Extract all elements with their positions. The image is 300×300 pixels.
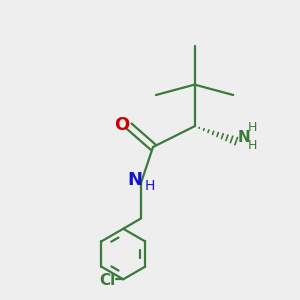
Text: H: H <box>144 179 154 193</box>
Text: H: H <box>248 139 257 152</box>
Text: N: N <box>238 130 250 145</box>
Text: H: H <box>248 121 257 134</box>
Text: N: N <box>127 171 142 189</box>
Text: O: O <box>114 116 129 134</box>
Text: Cl: Cl <box>99 273 115 288</box>
